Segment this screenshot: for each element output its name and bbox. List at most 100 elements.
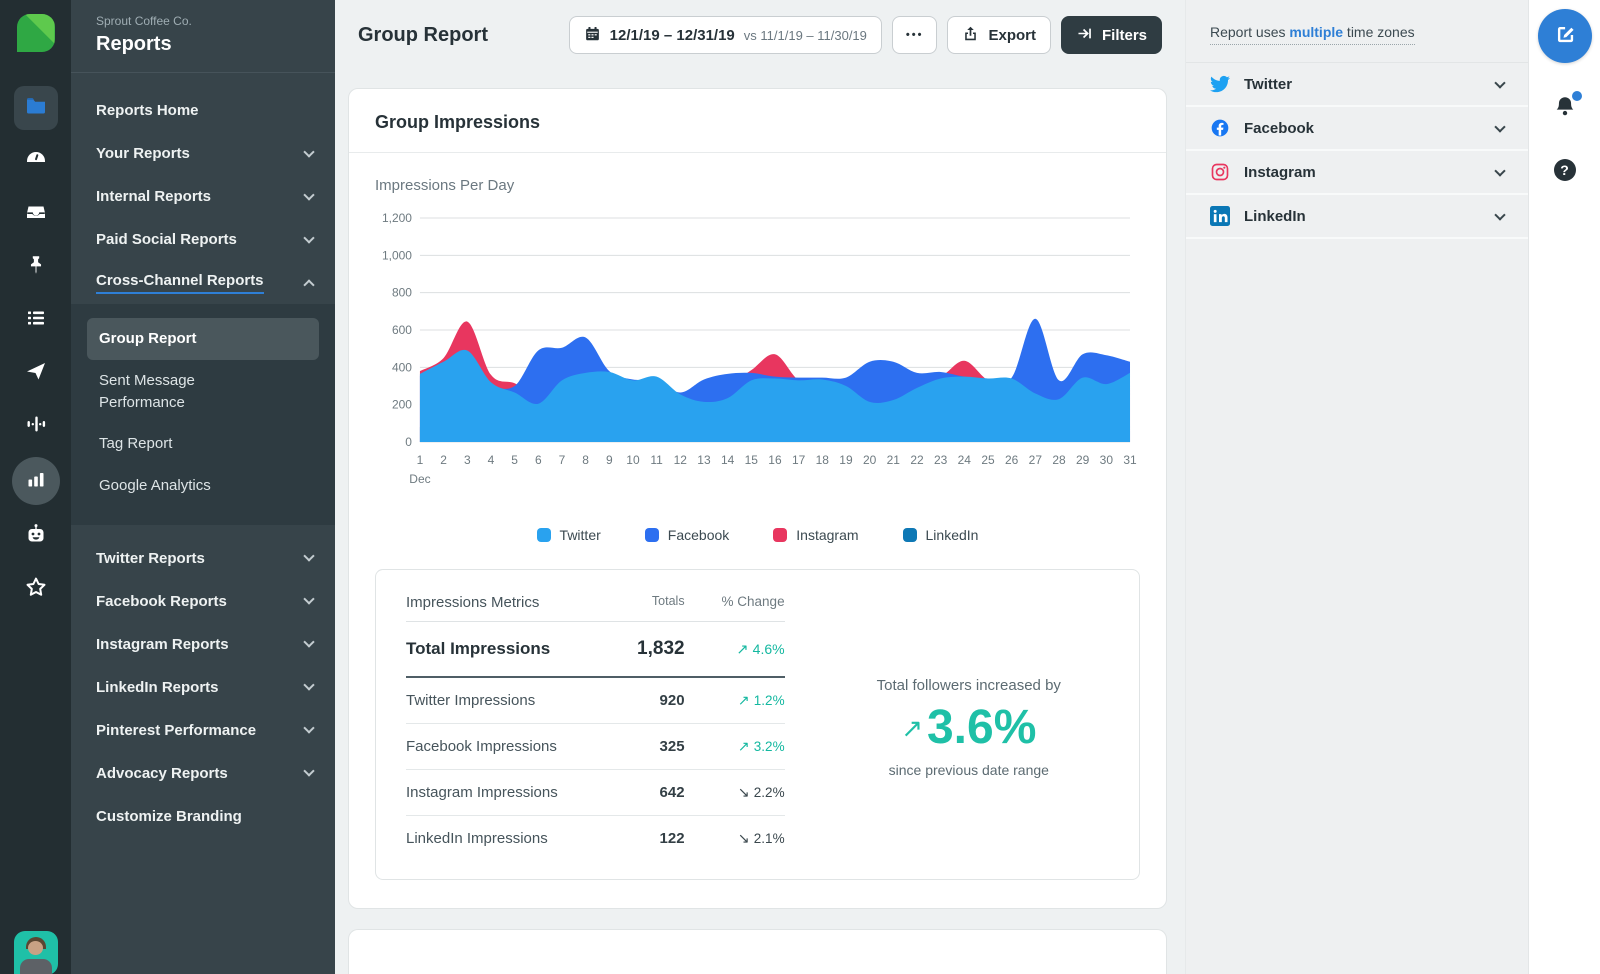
sidebar-item-reports-home[interactable]: Reports Home — [71, 89, 335, 132]
publishing-nav-button[interactable] — [14, 351, 58, 395]
sprout-leaf-logo[interactable] — [16, 14, 55, 52]
svg-text:13: 13 — [697, 453, 711, 467]
feed-list-nav-button[interactable] — [14, 298, 58, 342]
help-button[interactable]: ? — [1553, 159, 1576, 181]
page-title: Group Report — [358, 23, 488, 46]
automation-bot-nav-button[interactable] — [14, 514, 58, 558]
user-avatar[interactable] — [13, 931, 58, 974]
folder-icon — [24, 94, 48, 123]
impressions-summary-card: Impressions Metrics Totals % Change Tota… — [375, 569, 1140, 880]
favorites-nav-button[interactable] — [14, 567, 58, 611]
sidebar-item-customize-branding[interactable]: Customize Branding — [71, 795, 335, 838]
followers-summary-caption: Total followers increased by — [876, 677, 1061, 694]
subnav-item-tag-report[interactable]: Tag Report — [87, 423, 319, 465]
list-icon — [24, 306, 48, 335]
timezone-multiple-link[interactable]: multiple — [1289, 24, 1344, 40]
inbox-nav-button[interactable] — [14, 192, 58, 236]
sidebar-item-facebook-reports[interactable]: Facebook Reports — [71, 580, 335, 623]
sidebar-item-label: Twitter Reports — [96, 549, 205, 567]
legend-item-instagram[interactable]: Instagram — [773, 527, 859, 543]
svg-text:24: 24 — [958, 453, 972, 467]
dashboard-nav-button[interactable] — [14, 139, 58, 183]
pinned-nav-button[interactable] — [14, 245, 58, 289]
table-row-facebook-impressions: Facebook Impressions 325 ↗ 3.2% — [406, 724, 785, 770]
ellipsis-icon: ••• — [905, 29, 924, 41]
svg-text:1,200: 1,200 — [382, 211, 412, 225]
sidebar-item-paid-social-reports[interactable]: Paid Social Reports — [71, 218, 335, 261]
sidebar-item-pinterest-performance[interactable]: Pinterest Performance — [71, 709, 335, 752]
group-impressions-title: Group Impressions — [349, 89, 1166, 153]
sidebar-item-advocacy-reports[interactable]: Advocacy Reports — [71, 752, 335, 795]
panel-row-linkedin[interactable]: LinkedIn — [1186, 195, 1528, 239]
panel-row-twitter[interactable]: Twitter — [1186, 63, 1528, 107]
filters-label: Filters — [1101, 26, 1147, 44]
next-report-card — [348, 929, 1167, 974]
export-button[interactable]: Export — [947, 16, 1051, 54]
svg-text:23: 23 — [934, 453, 948, 467]
sidebar-item-internal-reports[interactable]: Internal Reports — [71, 175, 335, 218]
trend-up-icon: ↗ — [737, 738, 750, 755]
svg-text:28: 28 — [1052, 453, 1066, 467]
column-header-change: % Change — [721, 594, 785, 609]
subnav-item-sent-message-performance[interactable]: Sent Message Performance — [87, 360, 319, 424]
table-row-linkedin-impressions: LinkedIn Impressions 122 ↘ 2.1% — [406, 816, 785, 861]
export-label: Export — [988, 26, 1036, 44]
sidebar-item-your-reports[interactable]: Your Reports — [71, 132, 335, 175]
table-row-instagram-impressions: Instagram Impressions 642 ↘ 2.2% — [406, 770, 785, 816]
chevron-down-icon — [303, 765, 315, 777]
sidebar-item-linkedin-reports[interactable]: LinkedIn Reports — [71, 666, 335, 709]
sidebar-item-label: Pinterest Performance — [96, 721, 257, 739]
svg-text:2: 2 — [440, 453, 447, 467]
compose-button[interactable] — [1537, 9, 1592, 63]
sidebar-item-instagram-reports[interactable]: Instagram Reports — [71, 623, 335, 666]
subnav-item-group-report[interactable]: Group Report — [87, 318, 319, 360]
chevron-down-icon — [303, 550, 315, 562]
chevron-down-icon — [1494, 121, 1506, 133]
svg-text:11: 11 — [650, 453, 663, 467]
group-impressions-card: Group Impressions Impressions Per Day 0 2… — [348, 88, 1167, 909]
listening-nav-button[interactable] — [14, 404, 58, 448]
more-options-button[interactable]: ••• — [891, 16, 938, 54]
header-actions: 12/1/19 – 12/31/19 vs 11/1/19 – 11/30/19… — [568, 16, 1162, 54]
reports-nav-button-active[interactable] — [11, 457, 60, 505]
filters-button[interactable]: Filters — [1060, 16, 1162, 54]
sidebar-item-cross-channel-reports[interactable]: Cross-Channel Reports — [71, 261, 335, 304]
timezone-note: Report uses multiple time zones — [1186, 0, 1528, 63]
table-row-total-impressions: Total Impressions 1,832 ↗ 4.6% — [406, 622, 785, 678]
svg-text:6: 6 — [535, 453, 542, 467]
panel-row-facebook[interactable]: Facebook — [1186, 107, 1528, 151]
followers-growth-value: ↗ 3.6% — [901, 701, 1037, 754]
chevron-down-icon — [1494, 209, 1506, 221]
legend-item-twitter[interactable]: Twitter — [536, 527, 601, 543]
legend-item-facebook[interactable]: Facebook — [644, 527, 729, 543]
instagram-icon — [1210, 162, 1230, 182]
subnav-item-google-analytics[interactable]: Google Analytics — [87, 465, 319, 507]
panel-row-instagram[interactable]: Instagram — [1186, 151, 1528, 195]
utility-rail: ? — [1528, 0, 1600, 974]
sidebar-nav-bottom: Twitter Reports Facebook Reports Instagr… — [71, 525, 335, 838]
chevron-down-icon — [303, 188, 315, 201]
column-header-totals: Totals — [651, 594, 685, 608]
page-header: Group Report 12/1/19 – 12/31/19 vs 11/1/… — [335, 0, 1185, 70]
svg-text:18: 18 — [816, 453, 830, 467]
account-name: Sprout Coffee Co. — [96, 14, 192, 28]
linkedin-icon — [1210, 206, 1230, 226]
sidebar-item-twitter-reports[interactable]: Twitter Reports — [71, 537, 335, 580]
trend-down-icon: ↘ — [737, 784, 750, 801]
svg-text:1,000: 1,000 — [382, 248, 412, 262]
svg-text:16: 16 — [768, 453, 782, 467]
legend-item-linkedin[interactable]: LinkedIn — [902, 527, 978, 543]
notifications-button[interactable] — [1552, 91, 1582, 125]
sidebar-item-label: Your Reports — [96, 145, 190, 162]
trend-down-icon: ↘ — [737, 830, 750, 847]
date-range-button[interactable]: 12/1/19 – 12/31/19 vs 11/1/19 – 11/30/19 — [568, 16, 882, 54]
reports-folder-nav-button[interactable] — [13, 86, 58, 130]
svg-text:1: 1 — [417, 453, 424, 467]
panel-row-label: LinkedIn — [1244, 207, 1306, 225]
svg-text:19: 19 — [839, 453, 853, 467]
chevron-down-icon — [1494, 77, 1506, 89]
facebook-legend-chip — [644, 528, 659, 542]
trend-up-icon: ↗ — [901, 713, 923, 743]
panel-row-label: Twitter — [1244, 75, 1293, 93]
